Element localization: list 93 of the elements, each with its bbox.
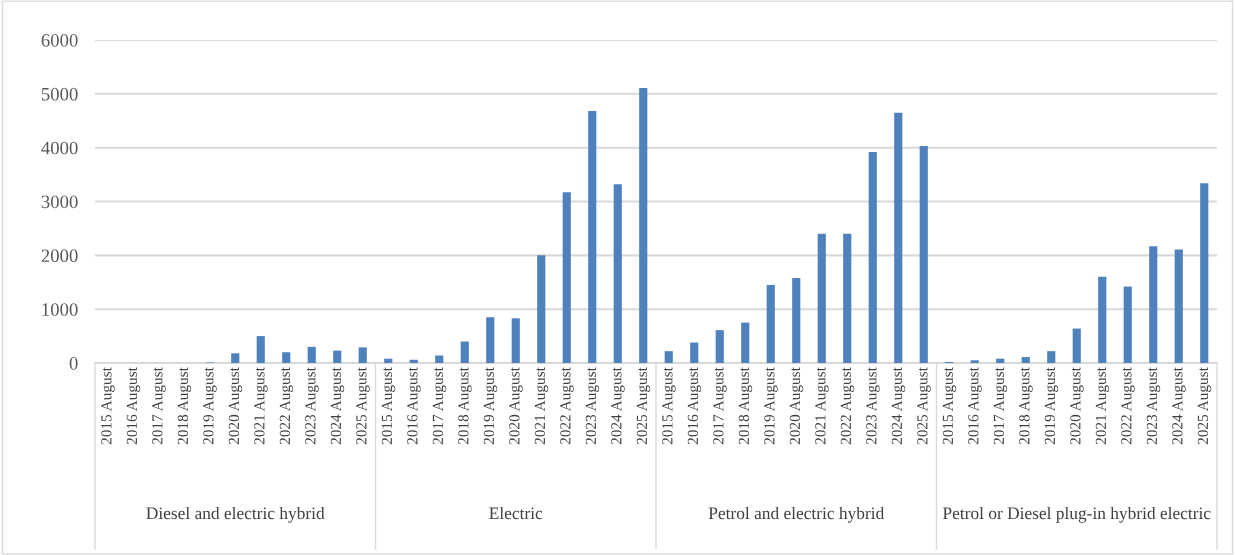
x-tick-label: 2016 August [126, 367, 141, 445]
x-tick-label: 2015 August [662, 367, 676, 445]
x-tick-label: 2023 August [866, 367, 880, 445]
bar [1200, 183, 1209, 363]
x-tick-label: 2015 August [101, 367, 115, 445]
text: Electric [489, 506, 543, 520]
bar [1047, 351, 1056, 363]
y-tick-label: 3000 [41, 195, 78, 209]
y-tick-label: 4000 [41, 141, 78, 155]
bar [562, 192, 571, 363]
bar [741, 322, 750, 363]
bar [231, 353, 240, 363]
x-tick-label: 2021 August [254, 367, 268, 445]
bar [1123, 286, 1132, 363]
x-tick-label: 2020 August [509, 367, 523, 445]
x-tick-label: 2019 August [203, 367, 217, 445]
x-tick-label: 2021 August [534, 367, 549, 445]
y-tick-label: 1000 [42, 303, 78, 316]
x-tick-label: 2020 August [228, 367, 243, 445]
x-tick-label: 2021 August [815, 367, 829, 445]
bar [664, 351, 673, 363]
text: Diesel and electric hybrid [146, 506, 325, 523]
bar [715, 330, 724, 363]
x-tick-label: 2025 August [636, 367, 651, 445]
bar [766, 284, 775, 363]
x-tick-label: 2017 August [713, 367, 727, 445]
text: Petrol or Diesel plug-in hybrid electric [942, 506, 1211, 523]
y-tick-label: 6000 [41, 34, 78, 47]
bar [613, 184, 622, 363]
x-tick-label: 2016 August [687, 367, 702, 445]
x-tick-label: 2018 August [738, 367, 753, 445]
bar [256, 336, 265, 363]
bar [1174, 249, 1183, 363]
text: Petrol and electric hybrid [708, 506, 885, 523]
bar [307, 346, 316, 363]
x-tick-label: 2024 August [891, 367, 906, 445]
bar [1149, 246, 1158, 363]
bar [486, 317, 495, 363]
x-tick-label: 2022 August [1121, 367, 1135, 445]
bar [460, 341, 469, 363]
x-tick-label: 2024 August [1172, 367, 1186, 445]
x-tick-label: 2018 August [177, 367, 192, 445]
bar [333, 350, 342, 363]
x-tick-label: 2017 August [152, 367, 166, 445]
x-tick-label: 2018 August [458, 367, 472, 445]
x-tick-label: 2024 August [611, 367, 625, 445]
x-tick-label: 2019 August [483, 367, 498, 445]
bar [690, 342, 699, 363]
x-tick-label: 2025 August [356, 367, 370, 445]
x-tick-label: 2022 August [279, 367, 294, 445]
x-tick-label: 2022 August [840, 367, 855, 445]
x-tick-label: 2021 August [1095, 367, 1110, 445]
x-tick-label: 2015 August [942, 367, 957, 445]
bar [511, 318, 520, 363]
bar [919, 146, 928, 363]
x-tick-label: 2020 August [1070, 367, 1084, 445]
x-tick-label: 2018 August [1019, 367, 1033, 445]
bar [970, 360, 979, 363]
y-tick-label: 5000 [41, 87, 78, 101]
bar [1098, 276, 1107, 363]
x-tick-label: 2022 August [560, 367, 574, 445]
x-tick-label: 2017 August [993, 367, 1008, 445]
y-tick-label: 0 [69, 357, 78, 370]
x-tick-label: 2025 August [1197, 367, 1212, 445]
bar [894, 112, 903, 363]
x-tick-label: 2023 August [1146, 367, 1161, 445]
x-tick-label: 2019 August [764, 367, 778, 445]
x-tick-label: 2020 August [789, 367, 804, 445]
bar [1072, 328, 1081, 363]
bar [843, 233, 852, 363]
x-tick-label: 2015 August [381, 367, 396, 445]
bar [435, 355, 444, 363]
bar [588, 111, 597, 363]
x-tick-label: 2016 August [407, 367, 421, 445]
y-tick-label: 2000 [41, 249, 78, 263]
x-tick-label: 2023 August [305, 367, 319, 445]
bar [639, 87, 648, 363]
bar [358, 347, 367, 363]
bar [384, 358, 393, 363]
bar [996, 358, 1005, 363]
bar [1021, 357, 1030, 363]
bar [792, 277, 801, 363]
bar [409, 359, 418, 363]
x-tick-label: 2023 August [585, 367, 600, 445]
x-tick-label: 2016 August [968, 367, 982, 445]
bar [868, 151, 877, 363]
bar [817, 233, 826, 363]
x-tick-label: 2019 August [1044, 367, 1059, 445]
x-tick-label: 2024 August [330, 367, 345, 445]
bar [282, 352, 291, 363]
x-tick-label: 2025 August [917, 367, 931, 445]
x-tick-label: 2017 August [432, 367, 447, 445]
bar [537, 255, 546, 363]
